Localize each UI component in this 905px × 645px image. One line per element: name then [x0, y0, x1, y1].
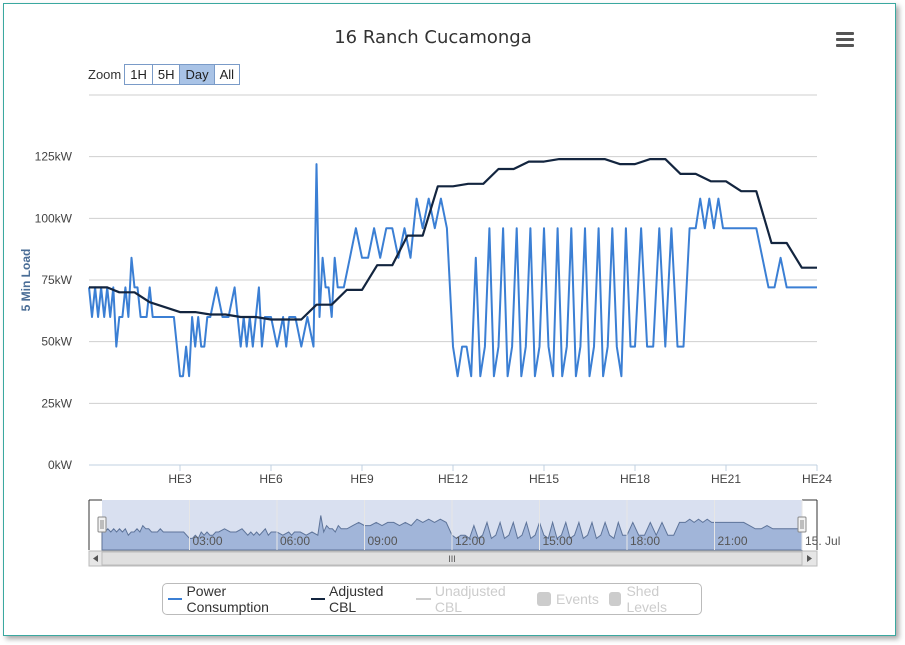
legend-label: Shed Levels [626, 583, 667, 615]
navigator-tick-label: 06:00 [280, 534, 310, 548]
navigator-right-handle[interactable] [797, 516, 807, 533]
legend-box-symbol [608, 592, 622, 606]
x-tick-label: HE15 [529, 472, 559, 486]
scrollbar-grip: III [448, 554, 456, 564]
legend-label: Power Consumption [186, 583, 269, 615]
legend-label: Adjusted CBL [328, 583, 384, 615]
navigator-tick-label: 09:00 [368, 534, 398, 548]
x-tick-label: HE21 [711, 472, 741, 486]
legend-label: Events [556, 591, 599, 607]
y-tick-label: 75kW [41, 273, 72, 287]
y-tick-label: 100kW [35, 211, 73, 225]
power-consumption-line [88, 163, 817, 378]
zoom-1h-button[interactable]: 1H [124, 64, 153, 85]
legend-item-shed-levels[interactable]: Shed Levels [608, 583, 696, 615]
legend-box-symbol [537, 592, 552, 606]
chart-title: 16 Ranch Cucamonga [334, 27, 532, 48]
x-tick-label: HE9 [350, 472, 374, 486]
legend-item-unadjusted-cbl[interactable]: Unadjusted CBL [416, 583, 527, 615]
y-tick-label: 25kW [41, 396, 72, 410]
x-tick-label: HE12 [438, 472, 468, 486]
chart-legend: Power Consumption Adjusted CBL Unadjusted … [162, 583, 702, 615]
legend-label: Unadjusted CBL [434, 583, 506, 615]
x-tick-label: HE24 [802, 472, 832, 486]
navigator-left-handle[interactable] [97, 516, 107, 533]
legend-item-adjusted-cbl[interactable]: Adjusted CBL [310, 583, 407, 615]
zoom-5h-button[interactable]: 5H [151, 64, 181, 85]
y-tick-label: 125kW [35, 150, 73, 164]
adjusted-cbl-line [89, 158, 817, 321]
navigator-tick-label: 15. Jul [805, 534, 840, 548]
y-tick-label: 50kW [41, 335, 72, 349]
navigator-tick-label: 21:00 [718, 534, 748, 548]
y-tick-label: 0kW [48, 458, 73, 472]
legend-item-power-consumption[interactable]: Power Consumption [168, 583, 301, 615]
zoom-selector: Zoom 1H 5H Day All [88, 64, 241, 85]
legend-item-events[interactable]: Events [537, 591, 599, 607]
navigator-tick-label: 03:00 [193, 534, 223, 548]
x-tick-label: HE3 [168, 472, 192, 486]
x-tick-label: HE18 [620, 472, 650, 486]
scroll-left-arrow-icon [93, 555, 98, 562]
hamburger-menu-icon[interactable] [836, 32, 854, 48]
legend-line-symbol [168, 598, 183, 600]
zoom-all-button[interactable]: All [213, 64, 241, 85]
y-axis-title: 5 Min Load [19, 249, 33, 312]
navigator-tick-label: 15:00 [543, 534, 573, 548]
scroll-right-arrow-icon [807, 555, 812, 562]
zoom-label: Zoom [88, 67, 122, 82]
legend-line-symbol [310, 598, 325, 600]
navigator-tick-label: 12:00 [455, 534, 485, 548]
x-tick-label: HE6 [259, 472, 283, 486]
navigator-tick-label: 18:00 [630, 534, 660, 548]
legend-line-symbol [416, 598, 431, 600]
